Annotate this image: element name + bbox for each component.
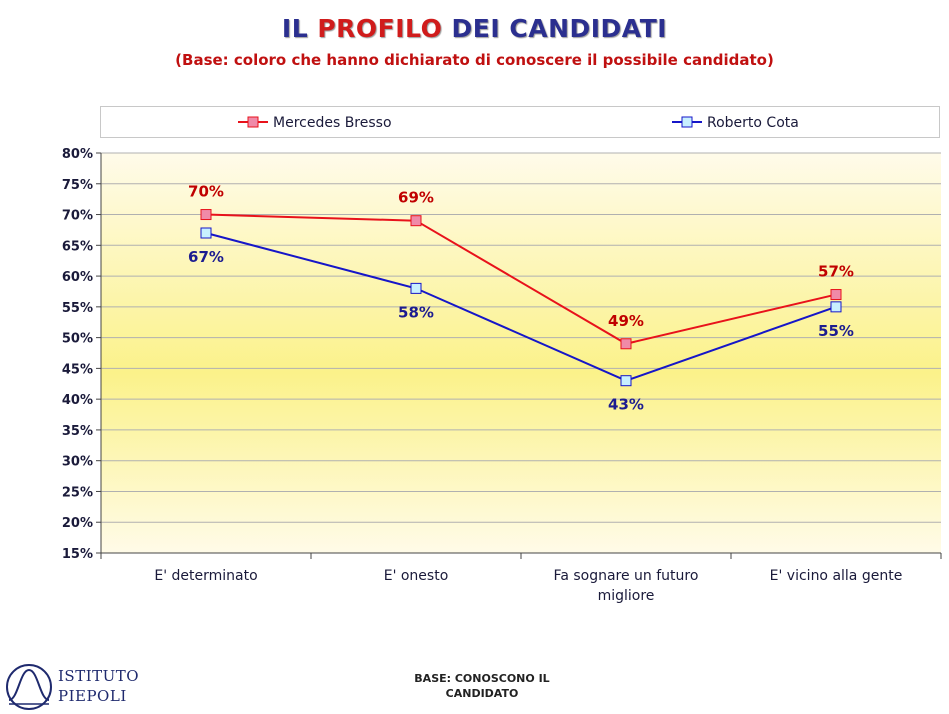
- y-tick-label: 60%: [62, 270, 93, 285]
- logo-line1: ISTITUTO: [58, 667, 140, 685]
- data-point: [200, 227, 212, 239]
- base-note: BASE: CONOSCONO IL CANDIDATO: [414, 672, 550, 700]
- y-tick-label: 45%: [62, 362, 93, 377]
- data-label: 43%: [608, 396, 644, 414]
- data-label: 49%: [608, 312, 644, 330]
- x-tick-label: Fa sognare un futuro migliore: [554, 568, 699, 604]
- piepoli-logo-icon: [6, 664, 52, 710]
- data-point: [620, 375, 632, 387]
- x-tick-label: E' vicino alla gente: [770, 568, 903, 584]
- y-tick-label: 75%: [62, 178, 93, 193]
- x-tick-label: E' determinato: [154, 568, 257, 584]
- y-tick-label: 25%: [62, 485, 93, 500]
- title-part1: IL: [281, 14, 318, 43]
- chart-title: IL PROFILO DEI CANDIDATI: [0, 14, 949, 43]
- plot-area: [101, 153, 941, 553]
- legend-swatch-marker: [681, 116, 693, 128]
- logo-text: ISTITUTO PIEPOLI: [58, 666, 139, 706]
- data-label: 67%: [188, 248, 224, 266]
- data-label: 57%: [818, 263, 854, 281]
- y-tick-label: 65%: [62, 239, 93, 254]
- legend-label: Roberto Cota: [707, 115, 799, 131]
- y-tick-label: 50%: [62, 332, 93, 347]
- y-tick-label: 20%: [62, 516, 93, 531]
- data-point: [410, 282, 422, 294]
- title-highlight: PROFILO: [317, 14, 443, 43]
- series-line-2: [205, 232, 837, 382]
- data-label: 58%: [398, 303, 434, 321]
- data-point: [830, 289, 842, 301]
- legend-swatch-marker: [247, 116, 259, 128]
- logo-line2: PIEPOLI: [58, 687, 127, 705]
- y-tick-label: 35%: [62, 424, 93, 439]
- data-label: 55%: [818, 322, 854, 340]
- title-part2: DEI CANDIDATI: [442, 14, 668, 43]
- y-tick-label: 15%: [62, 547, 93, 562]
- data-point: [200, 209, 212, 221]
- series-line-1: [205, 213, 837, 345]
- data-point: [620, 338, 632, 350]
- data-point: [830, 301, 842, 313]
- y-tick-label: 30%: [62, 455, 93, 470]
- data-label: 69%: [398, 189, 434, 207]
- y-tick-label: 40%: [62, 393, 93, 408]
- y-tick-label: 80%: [62, 147, 93, 162]
- y-tick-label: 70%: [62, 209, 93, 224]
- legend-label: Mercedes Bresso: [273, 115, 392, 131]
- x-tick-label: E' onesto: [384, 568, 449, 584]
- data-label: 70%: [188, 183, 224, 201]
- chart-subtitle: (Base: coloro che hanno dichiarato di co…: [175, 51, 774, 69]
- data-point: [410, 215, 422, 227]
- y-tick-label: 55%: [62, 301, 93, 316]
